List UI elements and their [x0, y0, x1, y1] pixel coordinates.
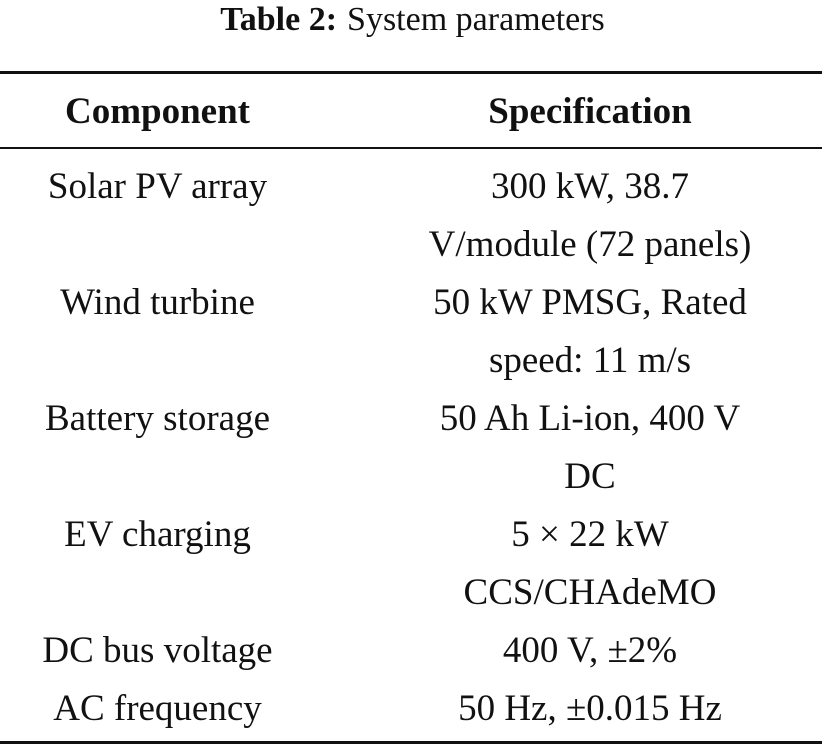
cell-text: 50 Hz, ±0.015 Hz: [458, 688, 722, 729]
specification-cell: 50 Hz, ±0.015 Hz: [390, 680, 790, 738]
component-cell: Battery storage: [0, 390, 315, 506]
table-caption: Table 2: System parameters: [0, 0, 825, 40]
cell-text: DC: [564, 456, 616, 497]
caption-title: System parameters: [347, 1, 605, 38]
cell-text: V/module (72 panels): [428, 224, 752, 265]
specification-cell: 5 × 22 kW CCS/CHAdeMO: [390, 506, 790, 622]
cell-text: 300 kW, 38.7: [490, 166, 690, 207]
bottom-rule: [0, 741, 822, 744]
column-header: Component: [64, 91, 251, 132]
cell-text: speed: 11 m/s: [488, 340, 692, 381]
specification-cell: 400 V, ±2%: [390, 622, 790, 680]
specification-cell: 300 kW, 38.7 V/module (72 panels): [390, 158, 790, 274]
cell-text: 50 Ah Li-ion, 400 V: [439, 398, 741, 439]
table-row: Solar PV array 300 kW, 38.7 V/module (72 p…: [0, 158, 822, 274]
component-cell: AC frequency: [0, 680, 315, 738]
cell-text: 400 V, ±2%: [502, 630, 678, 671]
table-row: Battery storage 50 Ah Li-ion, 400 V DC: [0, 390, 822, 506]
cell-text: EV charging: [64, 514, 251, 555]
component-cell: Wind turbine: [0, 274, 315, 390]
component-cell: Solar PV array: [0, 158, 315, 274]
top-rule: [0, 71, 822, 74]
cell-text: CCS/CHAdeMO: [463, 572, 717, 613]
component-cell: DC bus voltage: [0, 622, 315, 680]
table-row: DC bus voltage 400 V, ±2%: [0, 622, 822, 680]
table-body: Solar PV array 300 kW, 38.7 V/module (72 p…: [0, 158, 822, 738]
specification-cell: 50 kW PMSG, Rated speed: 11 m/s: [390, 274, 790, 390]
component-cell: EV charging: [0, 506, 315, 622]
table-row: AC frequency 50 Hz, ±0.015 Hz: [0, 680, 822, 738]
cell-text: 5 × 22 kW: [511, 514, 669, 555]
cell-text: Wind turbine: [60, 282, 255, 323]
caption-label: Table 2:: [220, 1, 338, 38]
cell-text: AC frequency: [53, 688, 262, 729]
cell-text: 50 kW PMSG, Rated: [433, 282, 747, 323]
cell-text: DC bus voltage: [42, 630, 273, 671]
column-header: Specification: [488, 91, 692, 132]
table-row: EV charging 5 × 22 kW CCS/CHAdeMO: [0, 506, 822, 622]
cell-text: Battery storage: [45, 398, 270, 439]
cell-text: Solar PV array: [47, 166, 268, 207]
specification-cell: 50 Ah Li-ion, 400 V DC: [390, 390, 790, 506]
table-row: Wind turbine 50 kW PMSG, Rated speed: 11 m…: [0, 274, 822, 390]
header-rule: [0, 147, 822, 149]
